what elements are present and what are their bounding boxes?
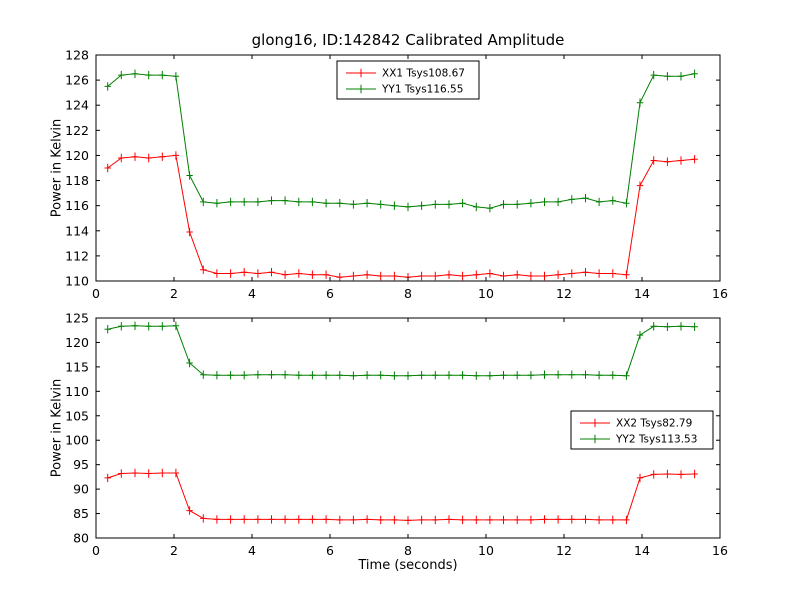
- x-tick-label: 8: [404, 286, 412, 301]
- series-markers-0: [104, 468, 698, 525]
- y-tick-label: 80: [73, 531, 89, 546]
- axes-frame: [95, 317, 721, 539]
- y-tick-label: 124: [65, 98, 89, 113]
- x-tick-label: 6: [326, 543, 334, 558]
- y-tick-label: 114: [65, 223, 89, 238]
- y-tick-label: 112: [65, 248, 89, 263]
- x-tick-label: 12: [556, 543, 572, 558]
- x-tick-label: 16: [712, 286, 728, 301]
- x-tick-label: 2: [170, 543, 178, 558]
- x-tick-label: 4: [248, 286, 256, 301]
- chart-title: glong16, ID:142842 Calibrated Amplitude: [251, 31, 565, 49]
- y-tick-label: 90: [73, 482, 89, 497]
- x-tick-label: 0: [92, 543, 100, 558]
- y-tick-label: 115: [65, 359, 89, 374]
- legend-label: XX2 Tsys82.79: [616, 418, 692, 430]
- series-markers-1: [104, 321, 698, 380]
- legend-entry: YY2 Tsys113.53: [580, 434, 697, 446]
- legend: XX1 Tsys108.67 YY1 Tsys116.55: [336, 60, 480, 100]
- x-tick-label: 14: [634, 543, 650, 558]
- subplot-bottom: 0 2 4 6 8 10 12 14 16 80 85 90 95 100 105 110 115 120 125 X…: [65, 311, 728, 559]
- legend-entry: YY1 Tsys116.55: [346, 84, 463, 96]
- series-markers-1: [104, 69, 698, 213]
- x-tick-label: 14: [634, 286, 650, 301]
- x-tick-label: 6: [326, 286, 334, 301]
- y-tick-label: 120: [65, 335, 89, 350]
- y-tick-label: 110: [65, 274, 89, 289]
- plot-area: [104, 69, 698, 281]
- legend-entry: XX2 Tsys82.79: [580, 418, 692, 430]
- y-tick-label: 95: [73, 457, 89, 472]
- x-tick-label: 10: [478, 286, 494, 301]
- series-line-1: [107, 325, 695, 377]
- legend: XX2 Tsys82.79 YY2 Tsys113.53: [570, 410, 714, 450]
- x-tick-label: 8: [404, 543, 412, 558]
- legend-label: YY1 Tsys116.55: [381, 84, 463, 96]
- y-tick-label: 118: [65, 173, 89, 188]
- y-tick-label: 110: [65, 384, 89, 399]
- x-tick-label: 2: [170, 286, 178, 301]
- y-tick-label: 100: [65, 433, 89, 448]
- x-tick-label: 16: [712, 543, 728, 558]
- y-tick-label: 122: [65, 123, 89, 138]
- x-tick-label: 10: [478, 543, 494, 558]
- legend-marker-sample: [591, 418, 599, 428]
- x-tick-label: 4: [248, 543, 256, 558]
- y-tick-label: 116: [65, 198, 89, 213]
- y-tick-label: 125: [65, 311, 89, 326]
- y-tick-label: 126: [65, 73, 89, 88]
- x-tick-label: 0: [92, 286, 100, 301]
- x-axis-label: Time (seconds): [358, 558, 458, 573]
- series-line-0: [107, 154, 695, 278]
- y-tick-label: 120: [65, 148, 89, 163]
- subplot-top: 0 2 4 6 8 10 12 14 16 110 112 114 116 118 120 122 124 126…: [65, 48, 728, 302]
- legend-label: YY2 Tsys113.53: [615, 434, 697, 446]
- series-markers-0: [104, 151, 698, 281]
- legend-marker-sample: [357, 84, 365, 94]
- x-tick-label: 12: [556, 286, 572, 301]
- axes-frame: [95, 54, 721, 282]
- legend-entry: XX1 Tsys108.67: [346, 68, 465, 80]
- legend-marker-sample: [591, 434, 599, 444]
- y-tick-label: 128: [65, 48, 89, 63]
- legend-label: XX1 Tsys108.67: [382, 68, 465, 80]
- series-line-0: [107, 472, 695, 521]
- y-tick-label: 105: [65, 408, 89, 423]
- plot-area: [104, 321, 698, 525]
- legend-marker-sample: [357, 68, 365, 78]
- y-tick-label: 85: [73, 506, 89, 521]
